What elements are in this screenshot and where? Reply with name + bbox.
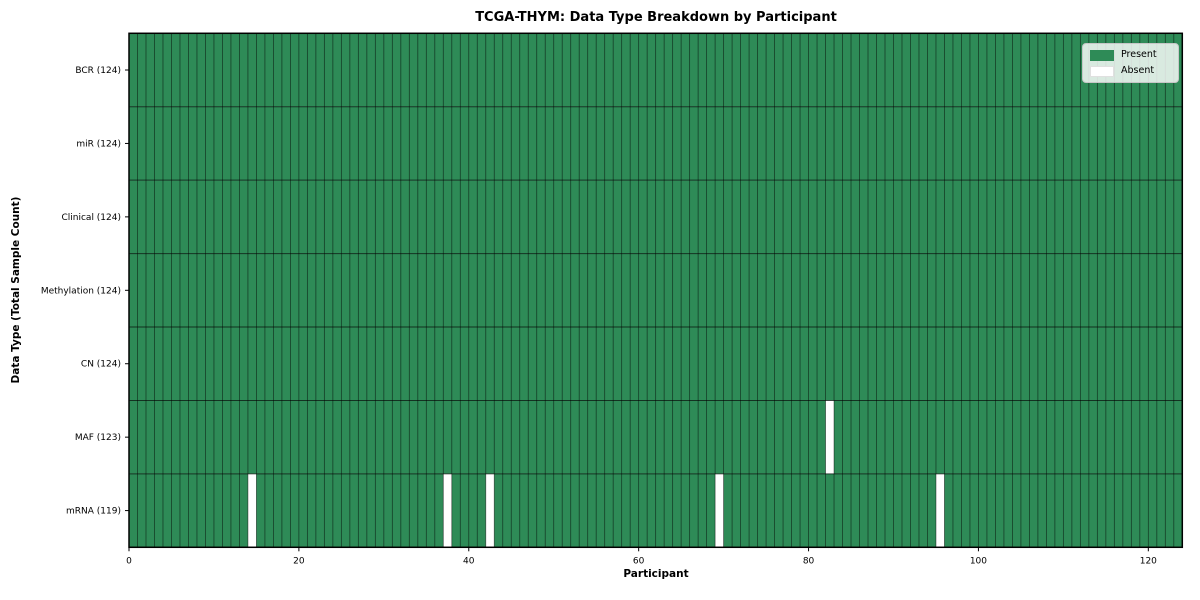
chart-title: TCGA-THYM: Data Type Breakdown by Partic… bbox=[475, 10, 837, 25]
x-tick-label: 0 bbox=[126, 556, 132, 566]
x-tick-label: 120 bbox=[1140, 556, 1157, 566]
legend-item-absent: Absent bbox=[1090, 65, 1171, 77]
x-tick-label: 80 bbox=[803, 556, 815, 566]
absent-cell-mrna-69 bbox=[715, 473, 724, 548]
x-tick-label: 40 bbox=[463, 556, 475, 566]
x-tick-label: 60 bbox=[633, 556, 645, 566]
x-tick-label: 20 bbox=[293, 556, 305, 566]
y-tick-label: MAF (123) bbox=[75, 433, 121, 443]
legend-item-present: Present bbox=[1090, 49, 1171, 61]
legend: Present Absent bbox=[1082, 43, 1179, 83]
present-swatch-icon bbox=[1090, 49, 1114, 61]
x-axis-label: Participant bbox=[623, 568, 689, 580]
absent-cell-mrna-14 bbox=[247, 473, 257, 548]
absent-cell-mrna-95 bbox=[935, 473, 945, 548]
y-tick-label: Methylation (124) bbox=[41, 286, 121, 296]
y-tick-label: miR (124) bbox=[76, 139, 121, 149]
y-tick-label: CN (124) bbox=[81, 360, 121, 370]
absent-cell-mrna-42 bbox=[485, 473, 495, 548]
y-tick-label: BCR (124) bbox=[75, 66, 121, 76]
absent-cell-mrna-37 bbox=[443, 473, 452, 548]
y-tick-label: Clinical (124) bbox=[61, 213, 121, 223]
legend-label-present: Present bbox=[1121, 49, 1157, 60]
legend-label-absent: Absent bbox=[1121, 65, 1155, 76]
absent-swatch-icon bbox=[1090, 65, 1114, 77]
x-tick-label: 100 bbox=[970, 556, 987, 566]
y-tick-label: mRNA (119) bbox=[66, 507, 121, 517]
absent-cell-maf-82 bbox=[825, 400, 835, 474]
